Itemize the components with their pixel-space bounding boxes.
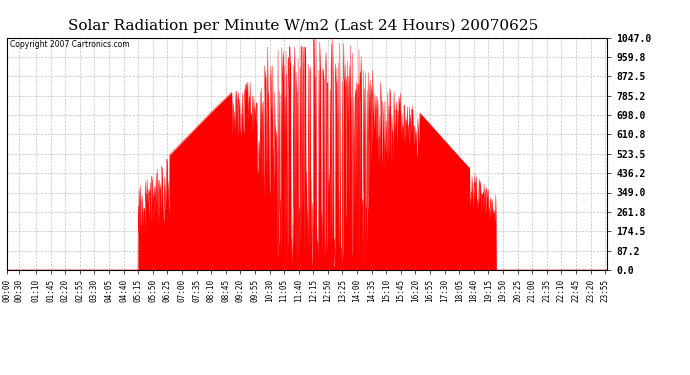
Text: Copyright 2007 Cartronics.com: Copyright 2007 Cartronics.com (10, 40, 130, 49)
Text: Solar Radiation per Minute W/m2 (Last 24 Hours) 20070625: Solar Radiation per Minute W/m2 (Last 24… (68, 19, 539, 33)
